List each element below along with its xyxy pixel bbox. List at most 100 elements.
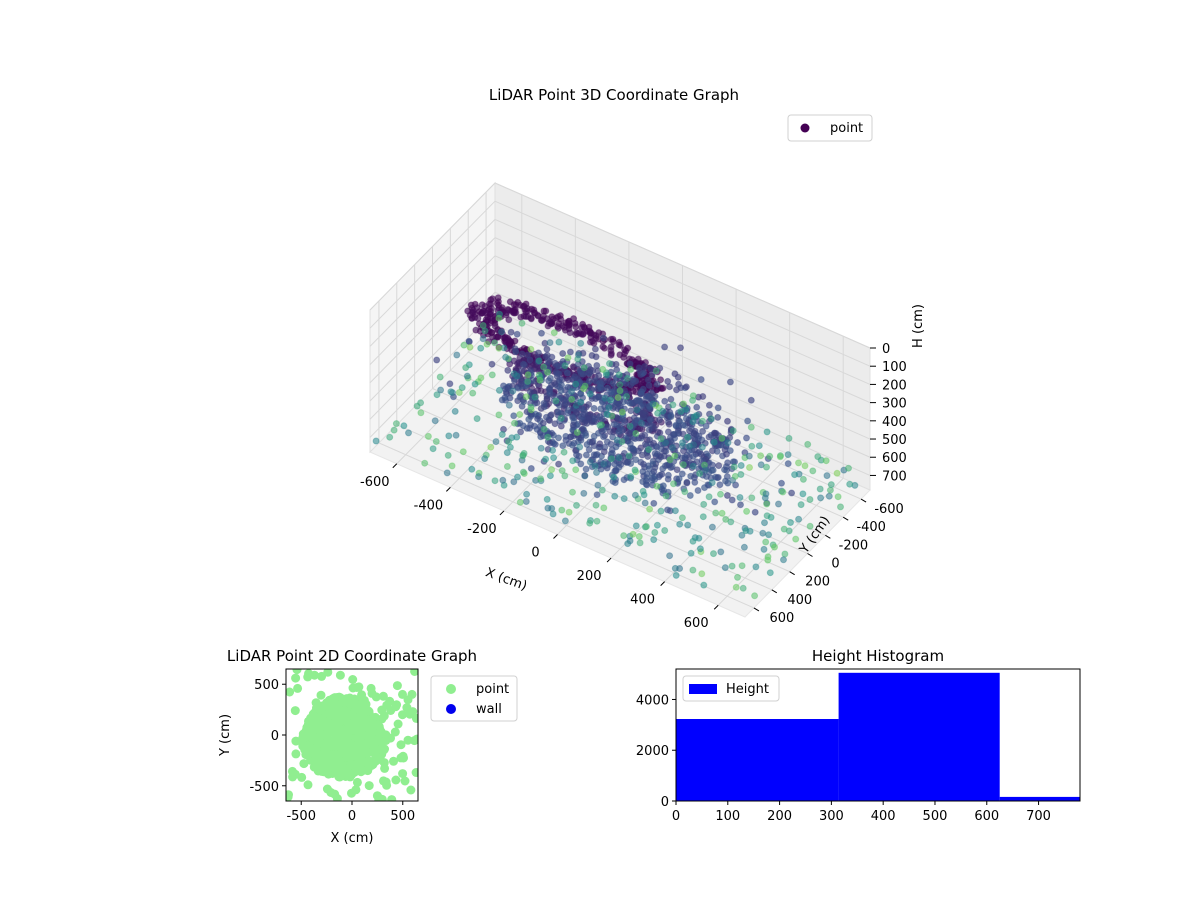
legend-marker-point (800, 123, 810, 133)
point-marker (488, 360, 496, 368)
point-marker (453, 351, 461, 359)
point-marker (371, 737, 380, 746)
point-marker (566, 329, 574, 337)
point-marker (707, 415, 715, 423)
point-marker (390, 727, 400, 737)
point-marker (780, 556, 787, 564)
point-marker (488, 329, 496, 337)
point-marker (323, 723, 333, 732)
point-marker (678, 470, 686, 478)
point-marker (636, 367, 644, 375)
point-marker (520, 302, 528, 310)
legend-label-point: point (476, 682, 509, 697)
x-tick-label: 0 (672, 809, 680, 824)
point-marker (731, 472, 739, 480)
point-marker (389, 756, 398, 766)
point-marker (689, 418, 697, 426)
point-marker (657, 376, 665, 384)
point-marker (391, 702, 401, 712)
point-marker (785, 434, 793, 442)
point-marker (666, 434, 674, 441)
y-tick-label: -500 (249, 780, 279, 795)
point-marker (564, 383, 572, 391)
point-marker (611, 460, 619, 468)
point-marker (705, 401, 713, 409)
point-marker (392, 681, 402, 691)
point-marker (510, 412, 518, 420)
point-marker (328, 759, 338, 769)
point-marker (578, 324, 586, 331)
z-tick-label: 500 (882, 433, 907, 448)
point-marker (637, 402, 645, 410)
point-marker (527, 314, 535, 322)
point-marker (484, 313, 492, 321)
point-marker (792, 535, 800, 543)
point-marker (678, 514, 686, 522)
point-marker (651, 529, 659, 536)
point-marker (586, 519, 594, 527)
point-marker (748, 442, 756, 450)
point-marker (583, 419, 591, 427)
legend-label-height: Height (726, 682, 769, 697)
point-marker (765, 531, 773, 539)
point-marker (627, 365, 635, 373)
point-marker (614, 394, 622, 401)
point-marker (667, 395, 675, 403)
point-marker (737, 501, 744, 509)
point-marker (599, 334, 607, 342)
point-marker (631, 466, 639, 474)
point-marker (610, 420, 618, 428)
point-marker (526, 356, 534, 364)
histogram-title: Height Histogram (812, 647, 944, 665)
point-marker (846, 480, 854, 488)
point-marker (648, 371, 656, 378)
x-tick-label: 700 (1026, 809, 1051, 824)
point-marker (287, 766, 297, 776)
point-marker (673, 466, 681, 474)
point-marker (544, 368, 551, 376)
point-marker (353, 700, 363, 710)
point-marker (629, 376, 637, 383)
point-marker (684, 521, 692, 529)
point-marker (732, 583, 740, 591)
point-marker (746, 527, 754, 535)
point-marker (516, 411, 524, 418)
point-marker (566, 348, 574, 356)
point-marker (600, 460, 608, 468)
point-marker (569, 414, 577, 422)
point-marker (679, 461, 687, 469)
point-marker (689, 462, 697, 470)
point-marker (550, 454, 558, 462)
point-marker (766, 452, 774, 460)
point-marker (781, 550, 789, 558)
point-marker (400, 422, 408, 430)
point-marker (564, 376, 572, 384)
point-marker (465, 337, 473, 345)
point-marker (554, 313, 562, 321)
point-marker (402, 703, 412, 713)
point-marker (716, 481, 724, 489)
point-marker (681, 488, 689, 496)
point-marker (580, 364, 588, 372)
point-marker (432, 438, 440, 445)
point-marker (536, 376, 544, 384)
point-marker (615, 371, 623, 379)
point-marker (837, 503, 844, 511)
point-marker (303, 731, 313, 741)
point-marker (743, 434, 750, 442)
point-marker (596, 421, 604, 429)
point-marker (804, 440, 812, 448)
point-marker (494, 332, 502, 340)
point-marker (411, 713, 418, 723)
point-marker (463, 372, 471, 380)
point-marker (752, 563, 760, 571)
point-marker (623, 393, 631, 400)
point-marker (479, 335, 487, 343)
point-marker (603, 410, 611, 418)
point-marker (524, 371, 532, 379)
point-marker (592, 353, 600, 361)
point-marker (477, 344, 485, 352)
point-marker (481, 455, 489, 463)
point-marker (799, 490, 807, 498)
